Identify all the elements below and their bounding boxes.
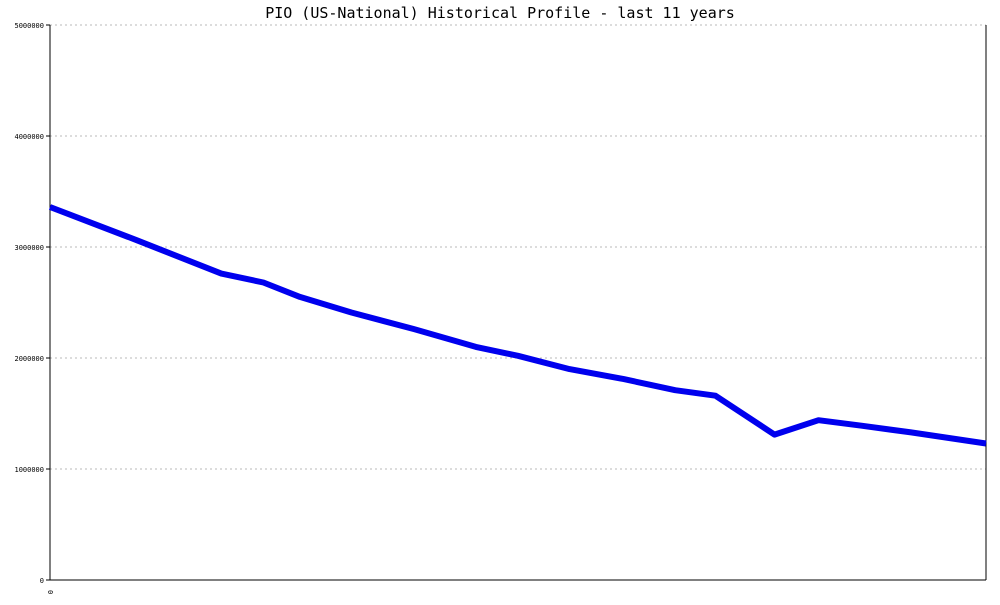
y-tick-label: 2000000 — [14, 355, 44, 363]
tick-labels: 0 1000000 2000000 3000000 4000000 5000000 0 — [14, 22, 55, 594]
y-tick-label: 5000000 — [14, 22, 44, 30]
axes — [50, 25, 986, 580]
x-tick-label: 0 — [47, 590, 55, 594]
series — [50, 207, 986, 444]
grid — [50, 25, 986, 469]
y-tick-label: 3000000 — [14, 244, 44, 252]
y-tick-label: 1000000 — [14, 466, 44, 474]
series-line — [50, 207, 986, 444]
y-tick-label: 4000000 — [14, 133, 44, 141]
y-tick-label: 0 — [40, 577, 44, 585]
chart-title: PIO (US-National) Historical Profile - l… — [265, 4, 735, 22]
